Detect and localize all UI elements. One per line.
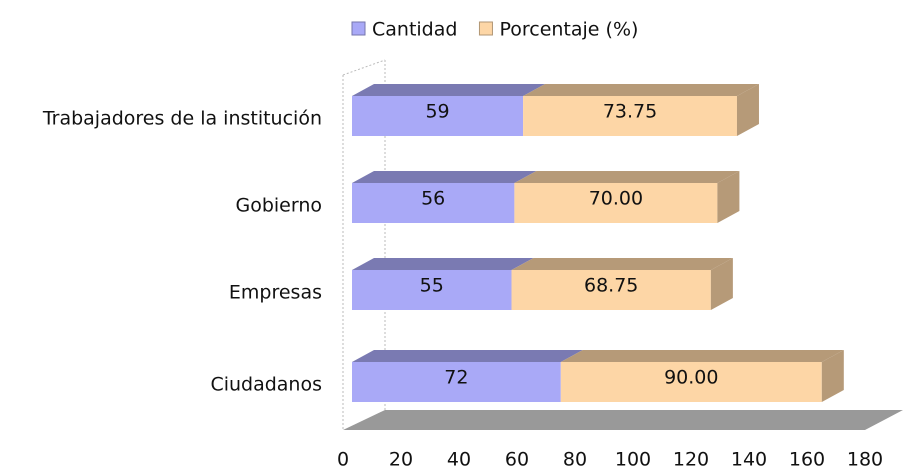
bar-top [511, 258, 733, 270]
bar-top [352, 171, 537, 183]
bar-side [710, 258, 733, 310]
bar [523, 96, 737, 136]
bar-top [514, 171, 740, 183]
value-label: 59 [425, 101, 449, 123]
bar [352, 362, 561, 402]
value-label: 72 [444, 367, 468, 389]
bar [352, 96, 524, 136]
bar-top [352, 258, 534, 270]
value-label: 68.75 [584, 275, 638, 297]
wall-edge [342, 59, 386, 76]
value-label: 70.00 [589, 188, 643, 210]
bar [514, 183, 718, 223]
legend-swatch [478, 21, 493, 36]
legend-swatch [351, 21, 366, 36]
x-tick-label: 0 [337, 449, 349, 470]
bar-side [736, 84, 759, 136]
x-tick-label: 20 [389, 449, 413, 470]
bar-top [560, 350, 844, 362]
bar-side [821, 350, 844, 402]
bar-top [352, 350, 583, 362]
legend-label: Cantidad [372, 19, 457, 41]
bar [352, 183, 515, 223]
bar [511, 270, 711, 310]
x-tick-label: 180 [847, 449, 883, 470]
y-tick-label: Gobierno [235, 195, 322, 217]
floor [343, 410, 903, 430]
x-tick-label: 40 [447, 449, 471, 470]
value-label: 56 [421, 188, 445, 210]
y-tick-label: Empresas [229, 282, 322, 304]
value-label: 90.00 [664, 367, 718, 389]
x-tick-label: 120 [673, 449, 709, 470]
bar [560, 362, 822, 402]
x-tick-label: 100 [615, 449, 651, 470]
x-tick-label: 80 [563, 449, 587, 470]
x-tick-label: 160 [789, 449, 825, 470]
value-label: 73.75 [603, 101, 657, 123]
x-tick-label: 60 [505, 449, 529, 470]
bar-side [717, 171, 740, 223]
y-tick-label: Ciudadanos [210, 374, 322, 396]
x-tick-label: 140 [731, 449, 767, 470]
legend-label: Porcentaje (%) [499, 19, 638, 41]
bar-top [352, 84, 546, 96]
value-label: 55 [420, 275, 444, 297]
bar [352, 270, 512, 310]
y-tick-label: Trabajadores de la institución [42, 108, 322, 130]
bar-top [523, 84, 759, 96]
